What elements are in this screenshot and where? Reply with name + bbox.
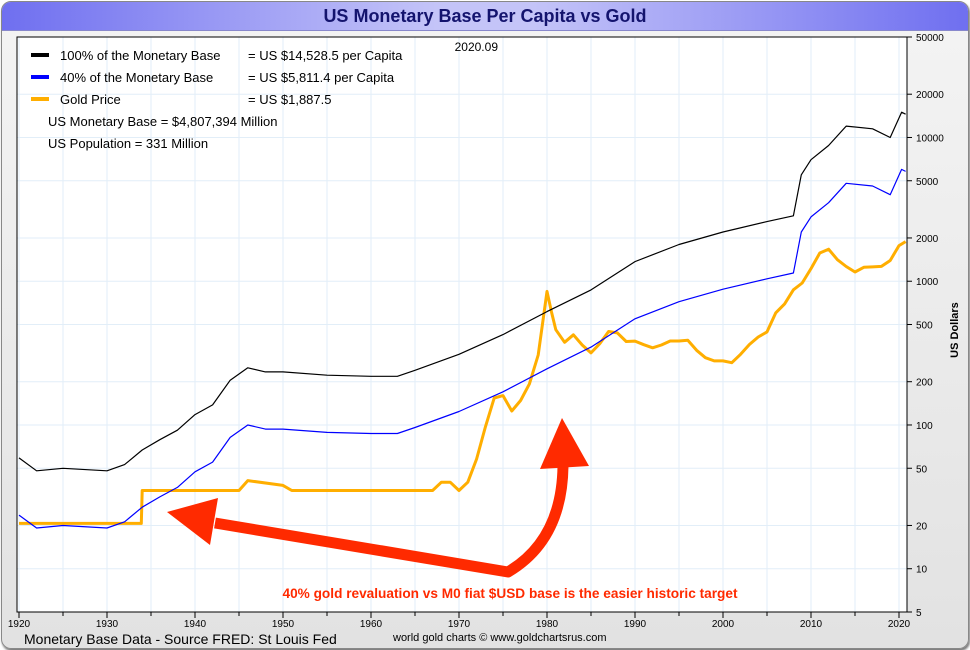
y-tick-label: 500 [916,321,933,332]
x-tick-label: 1980 [536,619,559,630]
x-tick-label: 2010 [800,619,823,630]
y-tick-label: 2000 [916,234,939,245]
legend-value: = US $14,528.5 per Capita [248,48,403,63]
series-line-100-of-the-monetary-base [18,111,906,472]
annotation-arrow-head-up [540,418,589,469]
info-text: US Population = 331 Million [48,136,208,151]
date-label: 2020.09 [455,40,499,54]
chart-title: US Monetary Base Per Capita vs Gold [323,6,647,26]
legend-value: = US $1,887.5 [248,92,331,107]
y-tick-label: 100 [916,421,933,432]
y-tick-label: 200 [916,378,933,389]
x-tick-label: 2000 [712,619,735,630]
footer-copyright: world gold charts © www.goldchartsrus.co… [393,632,607,644]
series-line-40-of-the-monetary-base [18,168,906,529]
x-tick-label: 1920 [8,619,31,630]
y-tick-label: 10000 [916,133,944,144]
legend-label: Gold Price [60,92,121,107]
x-tick-label: 1940 [184,619,207,630]
footer-source: Monetary Base Data - Source FRED: St Lou… [24,631,337,647]
x-tick-label: 1950 [272,619,295,630]
x-tick-label: 2020 [888,619,911,630]
y-tick-label: 20000 [916,90,944,101]
series-line-gold-price [19,240,907,525]
x-tick-label: 1930 [96,619,119,630]
x-tick-label: 1960 [360,619,383,630]
legend-label: 40% of the Monetary Base [60,70,213,85]
y-tick-label: 10 [916,565,928,576]
annotation-arrow-shaft [214,465,569,578]
y-tick-label: 5000 [916,177,939,188]
annotation-text: 40% gold revaluation vs M0 fiat $USD bas… [283,585,738,601]
y-tick-label: 1000 [916,277,939,288]
legend-label: 100% of the Monetary Base [60,48,220,63]
title-bar: US Monetary Base Per Capita vs Gold [2,2,968,31]
y-axis-label: US Dollars [949,302,961,358]
x-tick-label: 1970 [448,619,471,630]
annotation-arrow-head-left [167,498,218,545]
y-tick-label: 50 [916,464,928,475]
y-tick-label: 20 [916,521,928,532]
x-tick-label: 1990 [624,619,647,630]
legend-value: = US $5,811.4 per Capita [248,70,395,85]
y-tick-label: 5 [916,608,922,619]
y-tick-label: 50000 [916,33,944,44]
info-text: US Monetary Base = $4,807,394 Million [48,114,277,129]
